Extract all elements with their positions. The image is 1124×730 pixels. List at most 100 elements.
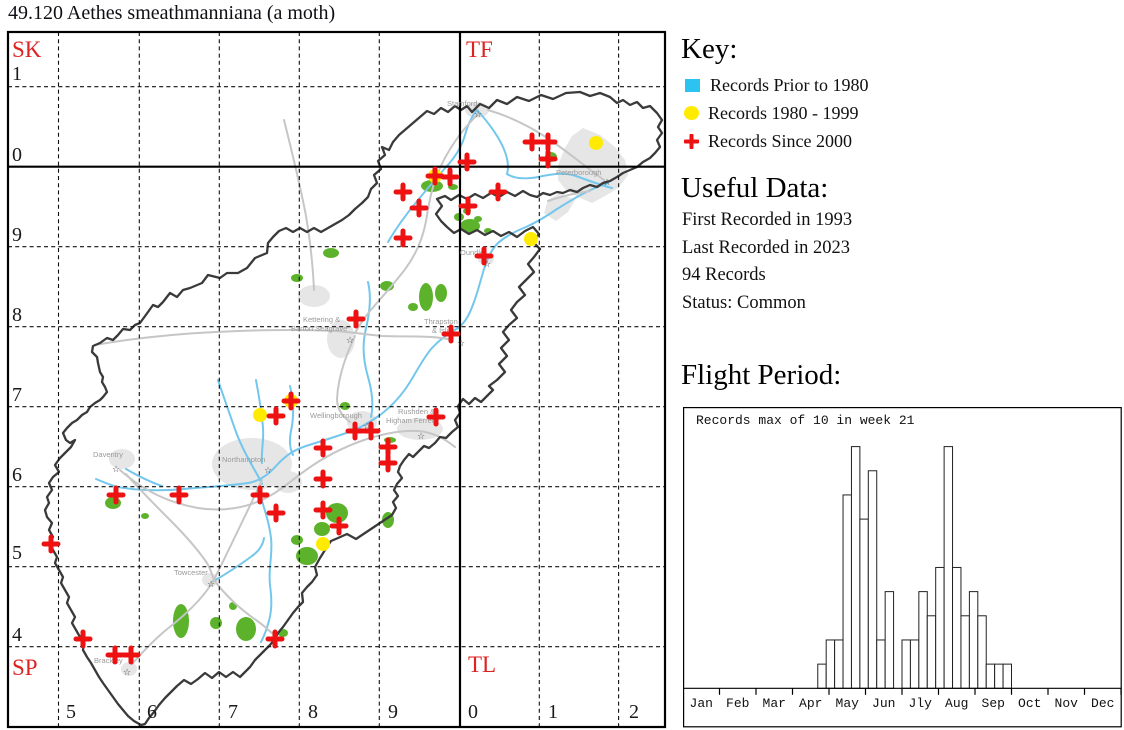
record-dot-marker: [524, 232, 538, 246]
grid-easting-label: 9: [388, 701, 398, 723]
histogram-bar: [842, 494, 852, 689]
grid-100km-label: TF: [466, 37, 493, 62]
histogram-bar: [926, 615, 937, 689]
town-star-icon: ☆: [112, 465, 120, 475]
record-cross-marker: [538, 132, 558, 152]
town-daventry: Daventry ☆: [93, 450, 123, 475]
x-axis-month-label: Nov: [1055, 696, 1079, 711]
record-cross-marker: [313, 500, 333, 520]
town-label: Daventry: [93, 450, 123, 459]
flight-period-heading: Flight Period:: [681, 359, 842, 391]
record-cross-marker: [538, 149, 558, 169]
histogram-bar: [968, 591, 979, 689]
useful-data-lines: First Recorded in 1993 Last Recorded in …: [682, 207, 852, 317]
grid-northing-label: 0: [12, 144, 22, 166]
x-axis-month-label: Oct: [1018, 696, 1041, 711]
town-star-icon: ☆: [474, 110, 482, 120]
histogram-bar: [960, 615, 970, 689]
record-cross-marker: [265, 629, 285, 649]
grid-100km-label: TL: [468, 652, 496, 677]
histogram-bar: [817, 663, 827, 689]
grid-easting-label: 1: [548, 701, 558, 723]
town-star-icon: ☆: [123, 668, 131, 678]
histogram-bar: [943, 446, 954, 689]
histogram-bar: [884, 591, 895, 689]
first-recorded-line: First Recorded in 1993: [682, 210, 853, 230]
record-cross-marker: [361, 421, 381, 441]
town-northampton: Northampton ☆: [222, 455, 272, 476]
town-label: Towcester: [174, 568, 208, 577]
town-label: Higham Ferrers: [386, 416, 438, 425]
status-line: Status: Common: [682, 292, 806, 313]
record-cross-marker: [425, 166, 445, 186]
town-star-icon: ☆: [603, 178, 611, 188]
record-cross-marker: [281, 391, 301, 411]
x-axis-month-label: Jly: [909, 696, 933, 711]
histogram-bar: [985, 663, 996, 689]
histogram-bar: [935, 566, 945, 689]
record-cross-marker: [266, 503, 286, 523]
record-cross-marker: [393, 228, 413, 248]
histogram-bar: [834, 639, 844, 689]
record-cross-marker: [409, 198, 429, 218]
grid-northing-label: 8: [12, 304, 22, 326]
x-axis-month-label: Apr: [799, 696, 822, 711]
grid-easting-label: 8: [308, 701, 318, 723]
record-cross-marker: [378, 437, 398, 457]
town-star-icon: ☆: [207, 580, 215, 590]
grid-northing-label: 4: [12, 624, 22, 646]
key-item-label: Records Prior to 1980: [710, 74, 869, 95]
record-dot-marker: [589, 136, 603, 150]
town-label: Thrapston: [424, 317, 458, 326]
record-cross-marker: [73, 629, 93, 649]
record-dot-marker: [253, 408, 267, 422]
record-cross-marker: [426, 407, 446, 427]
grid-northing-label: 7: [12, 384, 22, 406]
town-oundle: Oundle ☆: [460, 248, 491, 270]
x-axis-month-label: Sep: [982, 696, 1005, 711]
flight-period-chart: Records max of 10 in week 21 Jan Feb Mar Ap…: [683, 407, 1122, 728]
county-boundary: [43, 90, 664, 727]
town-label: Peterborough: [556, 168, 601, 177]
useful-data-heading: Useful Data:: [681, 172, 829, 204]
x-axis-month-label: May: [836, 696, 860, 711]
town-label: Stamford: [447, 99, 477, 108]
record-cross-marker: [378, 453, 398, 473]
histogram-bar: [977, 615, 987, 689]
key-item-prior-1980: Records Prior to 1980: [684, 72, 868, 98]
record-cross-marker: [393, 182, 413, 202]
grid-easting-label: 2: [629, 701, 639, 723]
town-towcester: Towcester ☆: [174, 568, 215, 590]
x-axis-month-label: Jan: [690, 696, 713, 711]
record-cross-marker: [169, 485, 189, 505]
grid-100km-label: SK: [12, 37, 42, 62]
chart-axis: Jan Feb Mar Apr May Jun Jly Aug Sep Oct Nov Dec: [683, 687, 1122, 711]
histogram-bar: [850, 446, 861, 689]
grid-northing-label: 1: [12, 63, 22, 85]
last-recorded-line: Last Recorded in 2023: [682, 237, 850, 258]
town-star-icon: ☆: [346, 336, 354, 346]
record-dot-marker: [316, 537, 330, 551]
urban-areas-layer: [109, 102, 628, 676]
record-cross-marker: [313, 469, 333, 489]
key-item-label: Records 1980 - 1999: [708, 102, 859, 123]
record-cross-marker: [105, 645, 125, 665]
key-item-1980-1999: Records 1980 - 1999: [684, 100, 858, 126]
grid-northing-label: 5: [12, 542, 22, 564]
histogram-bar: [994, 663, 1004, 689]
plus-icon: [683, 133, 700, 149]
record-cross-marker: [346, 309, 366, 329]
record-count-line: 94 Records: [682, 265, 766, 285]
x-axis-month-label: Dec: [1091, 696, 1114, 711]
histogram-bar: [867, 470, 878, 689]
town-label: Brackley: [94, 656, 123, 665]
town-label: Rushden &: [398, 407, 435, 416]
record-cross-marker: [41, 534, 61, 554]
grid-easting-label: 5: [66, 701, 76, 723]
town-label: Barton Seagrave: [291, 324, 347, 333]
town-label: Kettering &: [303, 315, 340, 324]
histogram-bar: [859, 518, 869, 689]
record-cross-marker: [121, 645, 141, 665]
town-star-icon: ☆: [363, 422, 371, 432]
